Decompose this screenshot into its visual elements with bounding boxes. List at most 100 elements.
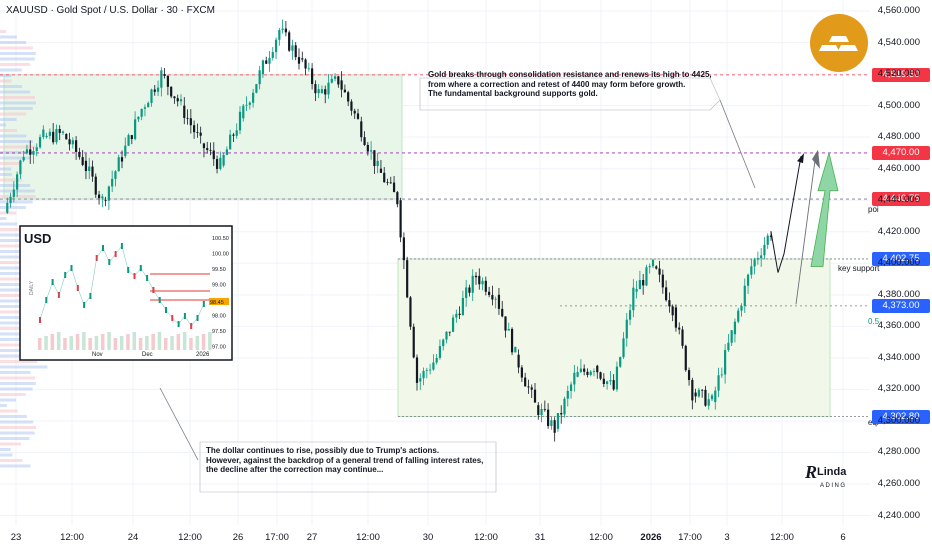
time-axis-label-6: 27 — [306, 532, 318, 543]
price-axis-label-10: 4,360.000 — [877, 320, 920, 332]
volume-profile-bar-14 — [0, 107, 33, 110]
volume-profile-bar-37 — [0, 233, 34, 237]
candle-body-146 — [484, 280, 487, 292]
candle-body-109 — [363, 137, 366, 145]
candle-body-128 — [425, 370, 428, 372]
volume-profile-bar-10 — [0, 85, 22, 88]
candle-body-115 — [383, 172, 386, 183]
price-axis-label-3: 4,500.000 — [877, 99, 920, 111]
candle-body-198 — [655, 266, 658, 269]
candle-body-27 — [94, 176, 97, 195]
volume-profile-bar-76 — [0, 448, 11, 451]
candle-body-78 — [261, 60, 265, 75]
candle-body-53 — [179, 99, 183, 102]
candle-body-190 — [628, 310, 632, 320]
candle-body-177 — [586, 371, 589, 375]
usd-inset-volume-27 — [208, 332, 212, 350]
usd-inset-ytick-1: 100.00 — [212, 252, 229, 258]
volume-profile-bar-75 — [0, 442, 22, 446]
candle-body-65 — [219, 157, 222, 169]
range-zone-upper — [3, 74, 403, 200]
candle-body-37 — [127, 135, 130, 146]
time-axis-label-0: 23 — [10, 532, 22, 543]
volume-profile-bar-24 — [0, 162, 22, 165]
volume-profile-bar-2 — [0, 41, 27, 44]
candle-body-226 — [746, 274, 750, 286]
usd-inset-volume-9 — [94, 336, 99, 350]
candle-body-45 — [153, 89, 156, 92]
volume-profile-bar-18 — [0, 129, 18, 132]
price-axis-label-7: 4,420.000 — [877, 225, 920, 237]
usd-inset-volume-1 — [44, 336, 48, 350]
svg-text:Linda: Linda — [817, 466, 847, 478]
candle-body-29 — [101, 196, 104, 199]
usd-inset-volume-22 — [176, 334, 181, 350]
range-zone-consolidation — [397, 258, 831, 417]
volume-profile-bar-16 — [0, 118, 17, 121]
candle-body-138 — [458, 313, 461, 316]
candle-body-82 — [274, 39, 278, 53]
volume-profile-bar-1 — [0, 35, 17, 39]
candle-body-162 — [537, 405, 540, 415]
candle-body-32 — [111, 178, 114, 187]
projection-arrowhead — [797, 153, 804, 164]
usd-inset-price-line — [39, 245, 205, 327]
candle-body-191 — [632, 287, 635, 311]
usd-inset-marker-label: 98.45 — [210, 300, 224, 306]
usd-inset-ytick-7: 97.00 — [212, 345, 226, 351]
usd-inset-volume-6 — [75, 334, 80, 350]
candle-body-202 — [668, 300, 671, 307]
candle-body-43 — [147, 102, 150, 108]
candle-body-166 — [550, 420, 553, 427]
candle-body-165 — [547, 409, 550, 427]
candle-body-158 — [524, 377, 527, 387]
usd-inset-volume-12 — [113, 338, 118, 350]
volume-profile-bar-11 — [0, 90, 31, 94]
candle-body-174 — [576, 372, 579, 377]
candle-body-201 — [665, 287, 668, 301]
candle-body-167 — [553, 420, 556, 433]
candle-body-4 — [19, 160, 22, 175]
candle-body-114 — [379, 168, 383, 173]
candle-body-151 — [501, 308, 504, 317]
candle-body-75 — [252, 92, 255, 103]
candle-body-118 — [392, 182, 396, 193]
volume-profile-bar-22 — [0, 151, 35, 154]
candle-body-209 — [691, 379, 694, 401]
candle-body-193 — [638, 280, 641, 290]
candle-body-31 — [107, 186, 110, 201]
candle-body-47 — [160, 70, 163, 88]
candle-body-23 — [81, 157, 84, 165]
usd-inset-volume-25 — [195, 336, 199, 350]
candle-body-195 — [645, 267, 648, 286]
candle-body-99 — [330, 78, 333, 83]
candle-body-33 — [114, 171, 117, 179]
candle-body-56 — [189, 118, 192, 126]
price-tag-2: 4,440.75 — [872, 192, 930, 207]
candle-body-222 — [733, 321, 737, 335]
candle-body-152 — [504, 316, 507, 331]
fib-level-label: 0.5 — [868, 317, 880, 326]
bottom-note-frame — [199, 441, 497, 493]
candle-body-181 — [599, 372, 602, 379]
candle-body-189 — [625, 319, 628, 339]
price-axis-label-4: 4,480.000 — [877, 131, 920, 143]
candle-body-95 — [317, 89, 320, 94]
usd-inset-volume-19 — [157, 332, 162, 350]
volume-profile-bar-5 — [0, 57, 35, 61]
candle-body-179 — [592, 371, 596, 372]
candle-body-62 — [209, 149, 212, 151]
volume-profile-bar-8 — [0, 74, 12, 77]
candle-body-87 — [291, 45, 294, 51]
svg-text:R: R — [804, 462, 817, 482]
candle-body-3 — [16, 174, 19, 190]
candle-body-30 — [104, 200, 107, 202]
candle-body-36 — [124, 145, 127, 157]
candle-body-197 — [651, 259, 655, 267]
bottom-note-leader — [159, 387, 199, 461]
candle-body-17 — [61, 131, 65, 133]
candle-body-133 — [442, 339, 445, 347]
candle-body-217 — [717, 375, 720, 391]
